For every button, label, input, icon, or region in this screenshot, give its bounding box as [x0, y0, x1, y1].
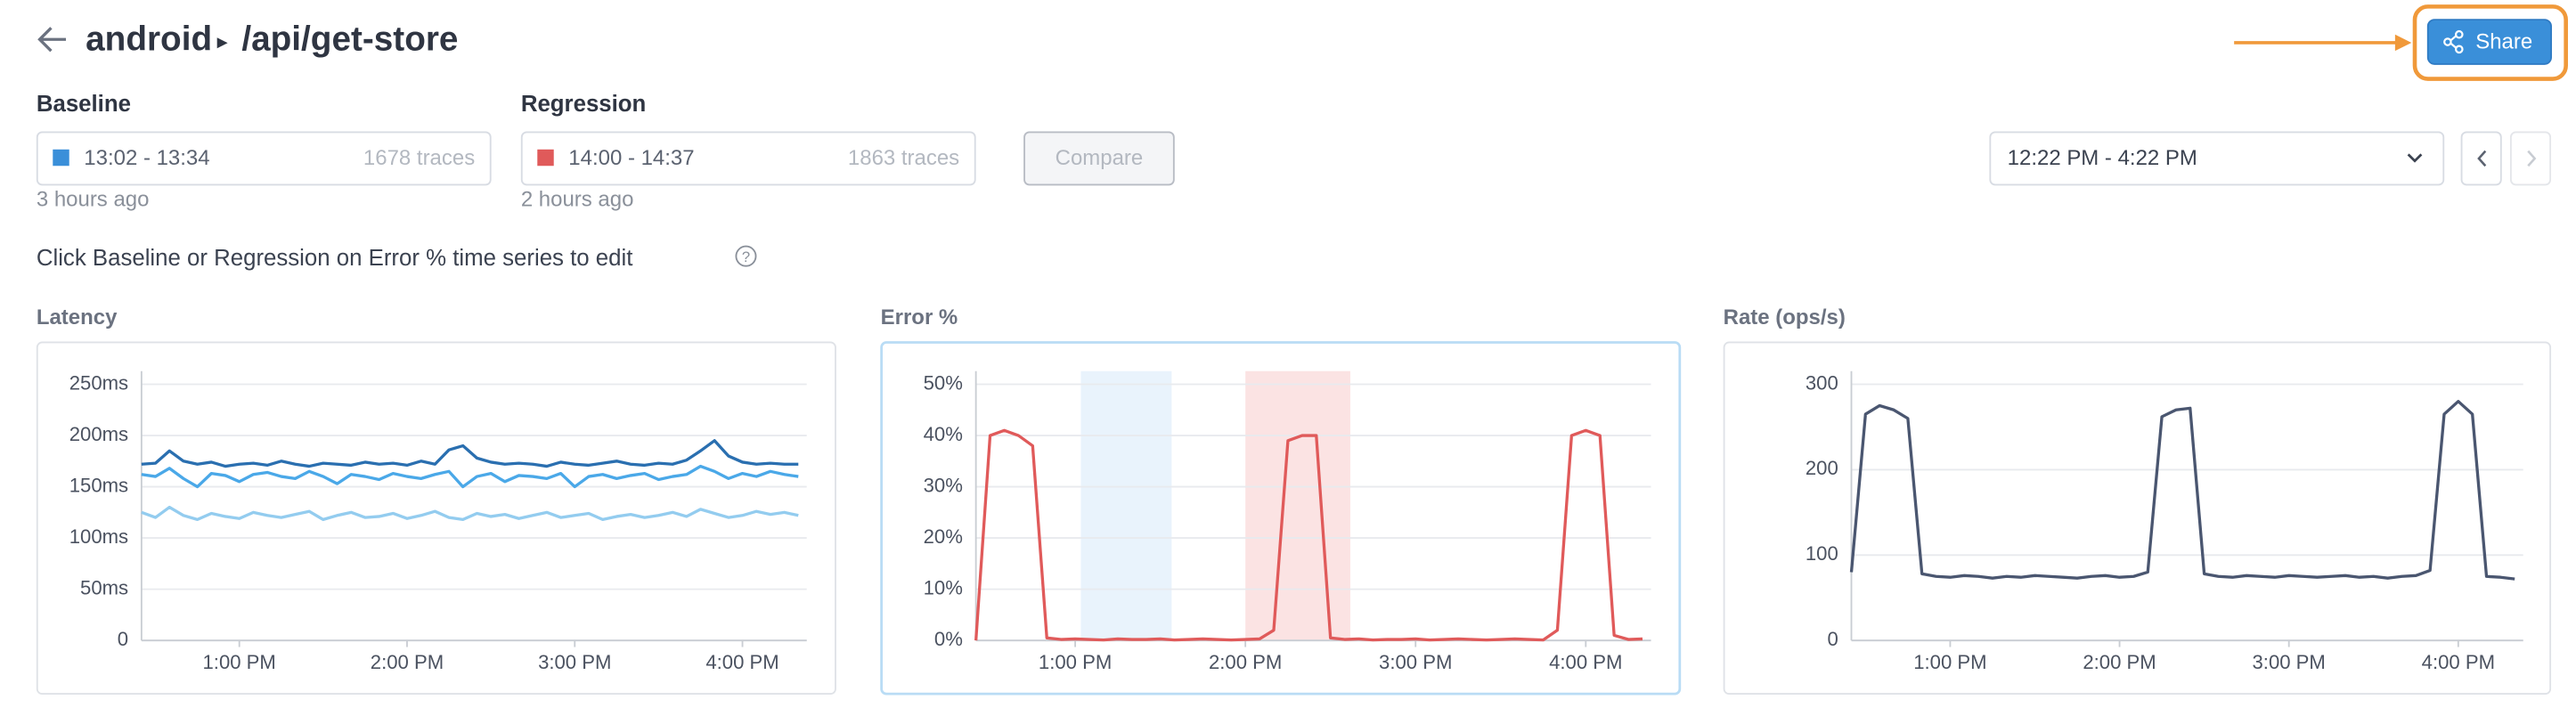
- regression-range: 14:00 - 14:37: [568, 146, 694, 170]
- x-tick-label: 1:00 PM: [1039, 651, 1112, 673]
- y-tick-label: 250ms: [69, 371, 128, 394]
- baseline-age: 3 hours ago: [37, 187, 150, 211]
- x-tick-label: 1:00 PM: [1913, 651, 1986, 673]
- chevron-down: [2407, 153, 2423, 163]
- y-tick-label: 40%: [924, 423, 963, 445]
- compare-label: Compare: [1056, 146, 1144, 170]
- y-tick-label: 10%: [924, 576, 963, 598]
- y-tick-label: 100: [1806, 542, 1838, 565]
- y-tick-label: 50ms: [80, 576, 128, 598]
- help-mark: ?: [742, 248, 750, 265]
- next-icon: [2527, 150, 2537, 167]
- x-tick-label: 3:00 PM: [538, 651, 611, 673]
- chart-title: Latency: [37, 305, 118, 330]
- help-icon[interactable]: [735, 245, 757, 267]
- x-tick-label: 4:00 PM: [705, 651, 779, 673]
- x-tick-label: 2:00 PM: [1209, 651, 1282, 673]
- y-tick-label: 300: [1806, 371, 1838, 394]
- baseline-swatch: [53, 149, 69, 167]
- y-tick-label: 30%: [924, 474, 963, 496]
- baseline-traces: 1678 traces: [363, 146, 475, 170]
- chart-title: Rate (ops/s): [1724, 305, 1846, 330]
- y-tick-label: 0: [1827, 628, 1838, 650]
- app-name: android: [86, 20, 212, 58]
- series-line: [141, 505, 799, 522]
- y-tick-label: 50%: [924, 371, 963, 394]
- latency-panel: [36, 341, 836, 696]
- x-tick-label: 3:00 PM: [1379, 651, 1452, 673]
- annotation-arrowhead: [2394, 34, 2412, 52]
- time-range-select[interactable]: [1989, 131, 2445, 186]
- x-tick-label: 4:00 PM: [1549, 651, 1622, 673]
- y-tick-label: 150ms: [69, 474, 128, 496]
- share-label: Share: [2475, 29, 2532, 53]
- baseline-label: Baseline: [37, 92, 131, 117]
- prev-icon: [2477, 150, 2487, 167]
- y-tick-label: 200: [1806, 457, 1838, 479]
- x-tick-label: 2:00 PM: [2083, 651, 2156, 673]
- regression-swatch: [537, 149, 554, 167]
- x-tick-label: 2:00 PM: [371, 651, 444, 673]
- x-tick-label: 3:00 PM: [2253, 651, 2326, 673]
- x-tick-label: 1:00 PM: [203, 651, 276, 673]
- separator: ▸: [217, 29, 228, 53]
- series-line: [141, 439, 799, 468]
- baseline-range: 13:02 - 13:34: [84, 146, 209, 170]
- next-button[interactable]: [2509, 131, 2552, 186]
- endpoint-path: /api/get-store: [241, 20, 458, 58]
- share-icon: [2443, 29, 2464, 54]
- regression-age: 2 hours ago: [521, 187, 634, 211]
- y-tick-label: 0%: [934, 628, 963, 650]
- selection-band: [1080, 370, 1172, 641]
- y-tick-label: 20%: [924, 525, 963, 548]
- compare-button[interactable]: [1023, 131, 1175, 186]
- selection-band: [1245, 370, 1350, 641]
- series-line: [141, 464, 799, 489]
- series-line: [974, 428, 1643, 642]
- series-line: [1849, 400, 2515, 581]
- regression-input[interactable]: [520, 131, 976, 186]
- hint: Click Baseline or Regression on Error % …: [37, 246, 633, 271]
- y-tick-label: 200ms: [69, 423, 128, 445]
- x-tick-label: 4:00 PM: [2422, 651, 2495, 673]
- rate-panel: [1723, 341, 2552, 696]
- prev-button[interactable]: [2460, 131, 2502, 186]
- time-range-value: 12:22 PM - 4:22 PM: [2008, 146, 2197, 170]
- annotation-box: [2412, 4, 2568, 81]
- y-tick-label: 0: [118, 628, 128, 650]
- chart-title: Error %: [881, 305, 958, 330]
- regression-traces: 1863 traces: [848, 146, 959, 170]
- regression-label: Regression: [521, 92, 647, 117]
- y-tick-label: 100ms: [69, 525, 128, 548]
- baseline-input[interactable]: [36, 131, 492, 186]
- back-arrow[interactable]: [37, 27, 67, 53]
